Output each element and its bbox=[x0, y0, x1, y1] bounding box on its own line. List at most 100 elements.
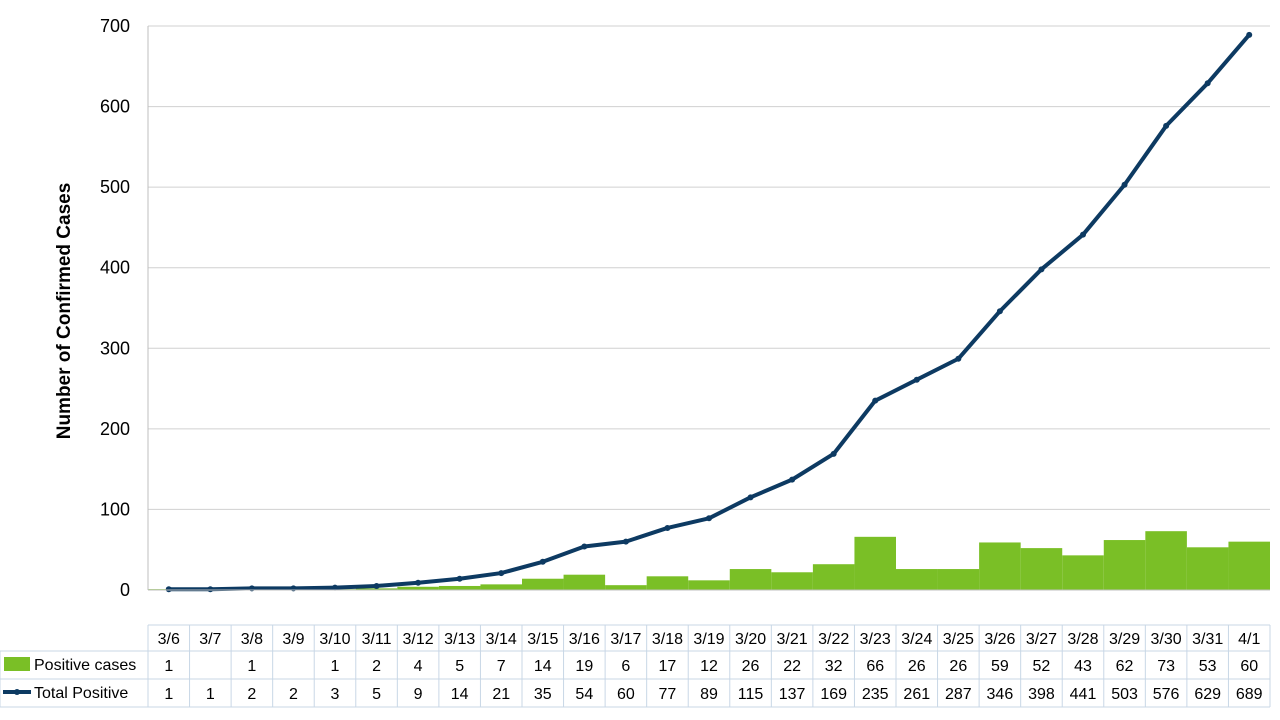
bar bbox=[480, 584, 522, 590]
x-tick-label: 3/27 bbox=[1026, 631, 1057, 648]
line-point bbox=[207, 586, 214, 593]
data-label: 6 bbox=[621, 658, 630, 675]
data-label: 5 bbox=[372, 686, 381, 703]
line-point bbox=[1204, 80, 1211, 87]
line-point bbox=[1163, 122, 1170, 129]
data-label: 1 bbox=[247, 658, 256, 675]
line-point bbox=[706, 515, 712, 522]
line-point bbox=[789, 476, 796, 483]
data-label: 60 bbox=[1240, 658, 1258, 675]
bar-series bbox=[148, 531, 1270, 590]
data-label: 7 bbox=[497, 658, 506, 675]
line-point bbox=[622, 538, 629, 545]
data-label: 115 bbox=[738, 686, 764, 703]
line-point bbox=[1038, 266, 1045, 273]
y-axis-ticks: 0 100 200 300 400 500 600 700 bbox=[100, 16, 130, 600]
x-tick-label: 3/8 bbox=[241, 631, 263, 648]
legend-marker-total-positive bbox=[14, 689, 20, 695]
data-label: 66 bbox=[866, 658, 884, 675]
y-tick-label: 500 bbox=[100, 177, 130, 197]
data-label: 1 bbox=[331, 658, 340, 675]
data-label: 169 bbox=[820, 686, 847, 703]
x-tick-label: 3/31 bbox=[1192, 631, 1223, 648]
data-label: 89 bbox=[700, 686, 718, 703]
line-point bbox=[539, 558, 546, 565]
data-label: 17 bbox=[659, 658, 677, 675]
x-tick-label: 3/14 bbox=[486, 631, 517, 648]
line-point bbox=[830, 450, 837, 457]
bar bbox=[688, 580, 730, 590]
bar bbox=[1145, 531, 1187, 590]
data-label: 503 bbox=[1111, 686, 1138, 703]
data-label: 689 bbox=[1236, 686, 1263, 703]
data-label: 2 bbox=[247, 686, 256, 703]
line-point bbox=[498, 570, 505, 577]
bar bbox=[522, 578, 564, 590]
line-point bbox=[996, 308, 1003, 315]
data-label: 9 bbox=[414, 686, 423, 703]
x-tick-label: 3/10 bbox=[319, 631, 350, 648]
data-label: 5 bbox=[455, 658, 464, 675]
bar bbox=[729, 569, 772, 590]
bar bbox=[563, 574, 606, 590]
y-tick-label: 100 bbox=[100, 499, 130, 519]
x-tick-label: 3/22 bbox=[818, 631, 849, 648]
line-point bbox=[1246, 31, 1253, 38]
data-label: 287 bbox=[945, 686, 972, 703]
data-label: 1 bbox=[206, 686, 215, 703]
bar bbox=[438, 585, 481, 590]
legend-label-total-positive: Total Positive bbox=[34, 685, 128, 702]
data-table: 3/6 3/7 3/8 3/9 3/10 3/11 3/12 3/13 3/14 3/15 3/16… bbox=[0, 624, 1271, 708]
line-point bbox=[955, 355, 962, 362]
line-point bbox=[1121, 181, 1128, 188]
line-point bbox=[664, 524, 671, 531]
x-tick-label: 3/20 bbox=[735, 631, 766, 648]
data-label: 398 bbox=[1028, 686, 1055, 703]
x-tick-label: 3/29 bbox=[1109, 631, 1140, 648]
x-tick-label: 3/7 bbox=[199, 631, 221, 648]
data-label: 3 bbox=[331, 686, 340, 703]
data-label: 4 bbox=[414, 658, 423, 675]
bar bbox=[979, 542, 1021, 590]
data-label: 14 bbox=[534, 658, 552, 675]
x-tick-label: 3/23 bbox=[860, 631, 891, 648]
data-label: 60 bbox=[617, 686, 635, 703]
x-tick-label: 3/17 bbox=[610, 631, 641, 648]
data-label: 629 bbox=[1194, 686, 1221, 703]
data-label: 2 bbox=[289, 686, 298, 703]
x-tick-label: 3/25 bbox=[943, 631, 974, 648]
data-label: 1 bbox=[164, 686, 173, 703]
bar bbox=[937, 569, 980, 590]
bar bbox=[1228, 541, 1270, 590]
line-point bbox=[332, 584, 338, 591]
x-tick-label: 3/15 bbox=[527, 631, 558, 648]
x-tick-label: 3/24 bbox=[901, 631, 932, 648]
x-tick-label: 3/26 bbox=[984, 631, 1015, 648]
data-label: 62 bbox=[1116, 658, 1134, 675]
line-point bbox=[1080, 231, 1086, 238]
data-label: 32 bbox=[825, 658, 843, 675]
bar bbox=[771, 572, 813, 590]
data-label: 1 bbox=[164, 658, 173, 675]
line-point bbox=[747, 494, 754, 501]
bar bbox=[605, 585, 647, 590]
bar bbox=[854, 536, 896, 590]
line-point bbox=[165, 586, 172, 593]
y-tick-label: 600 bbox=[100, 97, 130, 117]
x-tick-label: 3/11 bbox=[362, 631, 392, 648]
bar bbox=[646, 576, 689, 590]
x-tick-label: 3/18 bbox=[652, 631, 683, 648]
data-label: 137 bbox=[779, 686, 806, 703]
data-label: 12 bbox=[700, 658, 718, 675]
bar bbox=[896, 569, 938, 590]
x-tick-label: 3/28 bbox=[1067, 631, 1098, 648]
y-tick-label: 200 bbox=[100, 419, 130, 439]
data-label: 346 bbox=[987, 686, 1014, 703]
data-label: 35 bbox=[534, 686, 552, 703]
bar bbox=[397, 586, 439, 590]
bar bbox=[812, 564, 855, 590]
x-tick-label: 3/21 bbox=[777, 631, 808, 648]
line-point bbox=[913, 376, 920, 383]
bar bbox=[1103, 540, 1146, 590]
bar bbox=[1186, 547, 1229, 590]
